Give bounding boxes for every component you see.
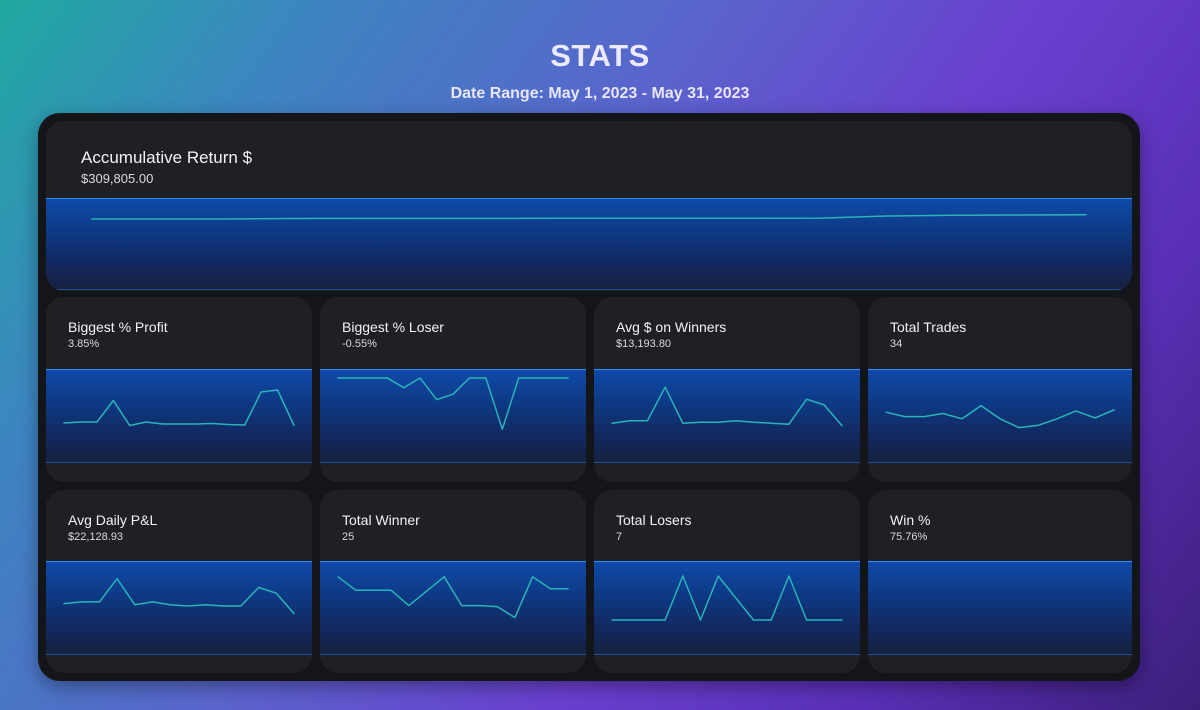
card-value: 34 (890, 338, 903, 350)
card-value: $22,128.93 (68, 531, 124, 543)
date-range-label: Date Range: May 1, 2023 - May 31, 2023 (450, 85, 750, 102)
card-title: Total Trades (890, 319, 967, 335)
card-value: 3.85% (68, 338, 100, 350)
sparkline-chart (46, 198, 1132, 290)
sparkline-svg (63, 577, 295, 615)
card-value: -0.55% (342, 338, 377, 350)
sparkline-series (611, 575, 843, 621)
sparkline-svg (611, 386, 843, 427)
sparkline-chart (320, 369, 586, 463)
card-value: $309,805.00 (81, 171, 154, 186)
card-title: Win % (890, 512, 931, 528)
card-title: Biggest % Loser (342, 319, 444, 335)
stat-card-total-winner[interactable]: Total Winner 25 (320, 490, 586, 673)
sparkline-series (337, 377, 569, 431)
sparkline-svg (611, 575, 843, 621)
sparkline-chart (868, 561, 1132, 655)
stat-card-total-losers[interactable]: Total Losers 7 (594, 490, 860, 673)
accumulative-return-card[interactable]: Accumulative Return $ $309,805.00 (46, 121, 1132, 291)
card-value: 7 (616, 531, 623, 543)
stat-card-win-percent[interactable]: Win % 75.76% (868, 490, 1132, 673)
sparkline-series (91, 214, 1087, 220)
card-value: 25 (342, 531, 355, 543)
sparkline-chart (46, 561, 312, 655)
sparkline-chart (594, 561, 860, 655)
sparkline-series (63, 389, 295, 427)
sparkline-svg (63, 389, 295, 427)
sparkline-series (611, 386, 843, 427)
card-title: Avg $ on Winners (616, 319, 727, 335)
card-title: Total Winner (342, 512, 420, 528)
sparkline-svg (91, 214, 1087, 220)
card-title: Biggest % Profit (68, 319, 168, 335)
stat-card-avg-daily-pnl[interactable]: Avg Daily P&L $22,128.93 (46, 490, 312, 673)
stat-card-avg-on-winners[interactable]: Avg $ on Winners $13,193.80 (594, 297, 860, 482)
sparkline-series (63, 577, 295, 615)
sparkline-svg (337, 377, 569, 431)
card-value: $13,193.80 (616, 338, 672, 350)
sparkline-series (885, 404, 1115, 429)
stat-card-biggest-loser[interactable]: Biggest % Loser -0.55% (320, 297, 586, 482)
sparkline-chart (46, 369, 312, 463)
stat-card-total-trades[interactable]: Total Trades 34 (868, 297, 1132, 482)
card-title: Total Losers (616, 512, 692, 528)
card-title: Avg Daily P&L (68, 512, 158, 528)
sparkline-chart (594, 369, 860, 463)
card-value: 75.76% (890, 531, 928, 543)
sparkline-svg (337, 576, 569, 619)
page-title: STATS (550, 38, 650, 73)
card-title: Accumulative Return $ (81, 148, 253, 167)
sparkline-chart (868, 369, 1132, 463)
stat-card-biggest-profit[interactable]: Biggest % Profit 3.85% (46, 297, 312, 482)
sparkline-series (337, 576, 569, 619)
sparkline-svg (885, 404, 1115, 429)
stats-panel: Accumulative Return $ $309,805.00 Bigges… (38, 113, 1140, 681)
sparkline-svg (868, 562, 1132, 654)
sparkline-chart (320, 561, 586, 655)
